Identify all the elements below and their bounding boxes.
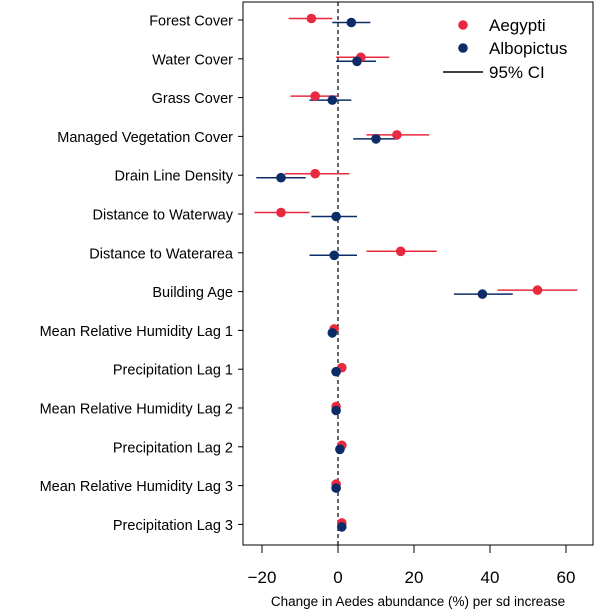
category-label-mean-relative-humidity-lag-2: Mean Relative Humidity Lag 2: [40, 402, 233, 418]
point-albopictus-mean-relative-humidity-lag-3: [331, 483, 341, 493]
point-aegypti-drain-line-density: [310, 168, 321, 179]
category-label-distance-to-waterarea: Distance to Waterarea: [89, 246, 234, 262]
legend-label-albopictus: Albopictus: [489, 39, 567, 58]
category-label-precipitation-lag-3: Precipitation Lag 3: [113, 518, 233, 534]
point-albopictus-grass-cover: [327, 95, 338, 105]
legend-marker-aegypti: [458, 20, 468, 30]
point-albopictus-water-cover: [352, 56, 362, 67]
x-tick-label-3: 40: [481, 568, 500, 587]
point-albopictus-forest-cover: [346, 17, 357, 28]
point-albopictus-precipitation-lag-3: [337, 522, 347, 532]
legend: Aegypti Albopictus 95% CI: [443, 16, 567, 82]
x-axis-title: Change in Aedes abundance (%) per sd inc…: [271, 594, 565, 609]
category-label-precipitation-lag-2: Precipitation Lag 2: [113, 440, 233, 456]
category-label-building-age: Building Age: [152, 285, 233, 301]
legend-label-ci: 95% CI: [489, 63, 545, 82]
category-label-precipitation-lag-1: Precipitation Lag 1: [113, 363, 233, 379]
category-label-managed-vegetation-cover: Managed Vegetation Cover: [57, 130, 233, 146]
point-estimates: [276, 13, 543, 532]
category-label-water-cover: Water Cover: [152, 52, 233, 68]
point-albopictus-mean-relative-humidity-lag-2: [331, 405, 341, 416]
point-aegypti-forest-cover: [306, 13, 317, 24]
legend-marker-albopictus: [458, 43, 468, 53]
point-aegypti-grass-cover: [310, 91, 321, 101]
plot-frame: [242, 1, 594, 546]
point-albopictus-precipitation-lag-1: [331, 366, 341, 377]
category-label-drain-line-density: Drain Line Density: [115, 169, 234, 185]
point-aegypti-managed-vegetation-cover: [392, 130, 402, 140]
point-albopictus-distance-to-waterway: [331, 211, 341, 222]
point-albopictus-precipitation-lag-2: [335, 444, 345, 455]
x-tick-label-0: −20: [248, 568, 277, 587]
x-tick-label-4: 60: [557, 568, 576, 587]
category-label-forest-cover: Forest Cover: [149, 14, 233, 30]
category-label-distance-to-waterway: Distance to Waterway: [93, 208, 234, 224]
x-tick-label-2: 20: [405, 568, 424, 587]
category-label-mean-relative-humidity-lag-1: Mean Relative Humidity Lag 1: [40, 324, 233, 340]
point-albopictus-drain-line-density: [276, 172, 286, 183]
confidence-intervals: [254, 17, 578, 528]
category-label-mean-relative-humidity-lag-3: Mean Relative Humidity Lag 3: [40, 479, 233, 495]
point-albopictus-building-age: [477, 289, 488, 299]
point-aegypti-building-age: [532, 285, 543, 295]
category-labels: Forest Cover Water Cover Grass Cover Manage…: [40, 14, 243, 534]
point-aegypti-distance-to-waterarea: [395, 246, 406, 257]
x-tick-label-1: 0: [333, 568, 342, 587]
point-albopictus-managed-vegetation-cover: [371, 134, 381, 144]
point-albopictus-mean-relative-humidity-lag-1: [327, 328, 338, 338]
point-albopictus-distance-to-waterarea: [329, 250, 340, 261]
category-label-grass-cover: Grass Cover: [152, 91, 234, 107]
point-aegypti-distance-to-waterway: [276, 207, 286, 218]
legend-label-aegypti: Aegypti: [489, 16, 546, 35]
x-axis: −20 0 20 40 60: [248, 545, 576, 587]
